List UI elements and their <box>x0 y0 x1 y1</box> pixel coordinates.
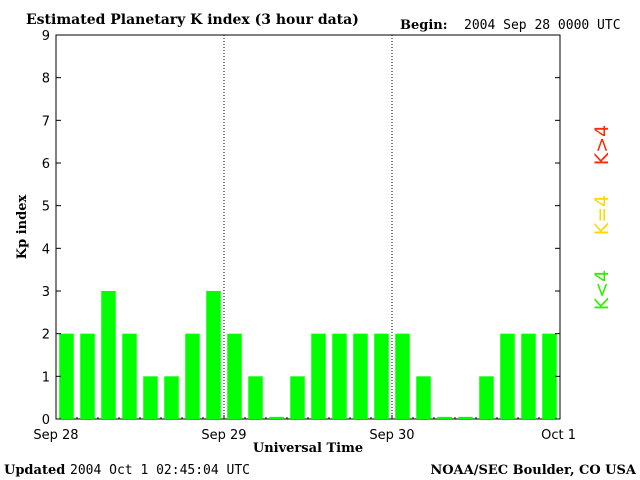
legend-k-greater-4: K>4 <box>591 125 613 165</box>
y-tick-label: 8 <box>42 72 50 87</box>
x-tick-label: Sep 30 <box>369 428 414 443</box>
y-tick-label: 1 <box>42 370 50 385</box>
day-separators <box>223 35 393 419</box>
bar <box>290 376 305 419</box>
source-credit: NOAA/SEC Boulder, CO USA <box>430 463 637 478</box>
bar <box>416 376 431 419</box>
legend-k-less-4: K<4 <box>591 270 613 310</box>
begin-value: 2004 Sep 28 0000 UTC <box>464 18 621 33</box>
bar <box>458 416 473 419</box>
begin-label: Begin: <box>400 18 448 33</box>
bar <box>80 333 95 419</box>
bar <box>164 376 179 419</box>
bar <box>332 333 347 419</box>
x-tick-label: Sep 28 <box>33 428 78 443</box>
bar <box>101 291 116 419</box>
bar <box>542 333 557 419</box>
bar <box>521 333 536 419</box>
y-tick-label: 9 <box>42 29 50 44</box>
bar <box>311 333 326 419</box>
bar <box>227 333 242 419</box>
y-tick-label: 0 <box>42 413 50 428</box>
y-tick-label: 3 <box>42 285 50 300</box>
bar <box>185 333 200 419</box>
bar <box>479 376 494 419</box>
bar <box>395 333 410 419</box>
y-axis-label: Kp index <box>15 195 30 260</box>
bar-series <box>59 291 557 419</box>
y-tick-label: 7 <box>42 114 50 129</box>
bar <box>374 333 389 419</box>
plot-area: 0 1 2 3 4 5 6 7 8 9 Sep 28 Sep 29 Sep 30 Oct 1 <box>33 29 576 443</box>
plot-frame <box>55 34 561 420</box>
bar <box>437 416 452 419</box>
bar <box>206 291 221 419</box>
x-axis-ticks: Sep 28 Sep 29 Sep 30 Oct 1 <box>33 415 576 443</box>
bar <box>143 376 158 419</box>
legend-k-equal-4: K=4 <box>591 195 613 235</box>
bar <box>269 416 284 419</box>
y-tick-label: 4 <box>42 242 50 257</box>
updated-value: 2004 Oct 1 02:45:04 UTC <box>70 463 250 478</box>
x-axis-label: Universal Time <box>253 441 363 456</box>
x-tick-label: Oct 1 <box>541 428 576 443</box>
y-tick-label: 5 <box>42 200 50 215</box>
bar <box>248 376 263 419</box>
updated-label: Updated <box>4 463 65 478</box>
bar <box>59 333 74 419</box>
y-tick-label: 6 <box>42 157 50 172</box>
bar <box>500 333 515 419</box>
bar <box>353 333 368 419</box>
x-tick-label: Sep 29 <box>201 428 246 443</box>
y-axis-ticks: 0 1 2 3 4 5 6 7 8 9 <box>42 29 560 428</box>
bar <box>122 333 137 419</box>
chart-title: Estimated Planetary K index (3 hour data… <box>26 12 359 28</box>
y-tick-label: 2 <box>42 328 50 343</box>
